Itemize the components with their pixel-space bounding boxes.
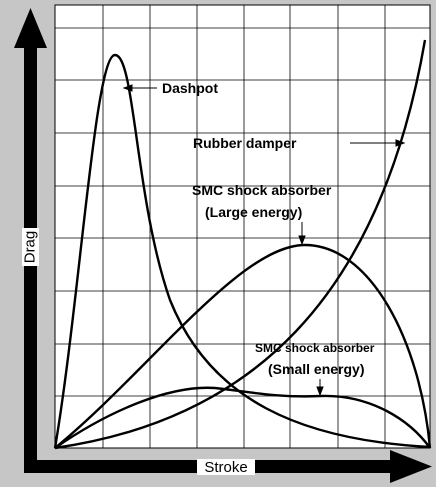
- pointer: [350, 139, 406, 147]
- y-axis-label: Drag: [21, 231, 38, 264]
- annotation: Dashpot: [162, 80, 218, 96]
- annotation: (Small energy): [268, 361, 364, 377]
- smc-small-curve: [54, 386, 431, 449]
- pointer: [316, 379, 324, 397]
- annotation: SMC shock absorber: [192, 182, 332, 198]
- grid: [55, 5, 430, 448]
- pointer: [298, 222, 306, 246]
- smc-large-curve: [54, 243, 432, 449]
- annotation: (Large energy): [205, 204, 302, 220]
- plot-area: [54, 4, 431, 449]
- annotation: SMC shock absorber: [255, 341, 375, 355]
- x-axis-label: Stroke: [204, 459, 247, 476]
- pointer: [122, 84, 157, 92]
- dashpot-curve: [53, 53, 431, 449]
- y-label-box: [22, 228, 39, 266]
- annotation: Rubber damper: [193, 135, 297, 151]
- x-label-box: [197, 459, 255, 475]
